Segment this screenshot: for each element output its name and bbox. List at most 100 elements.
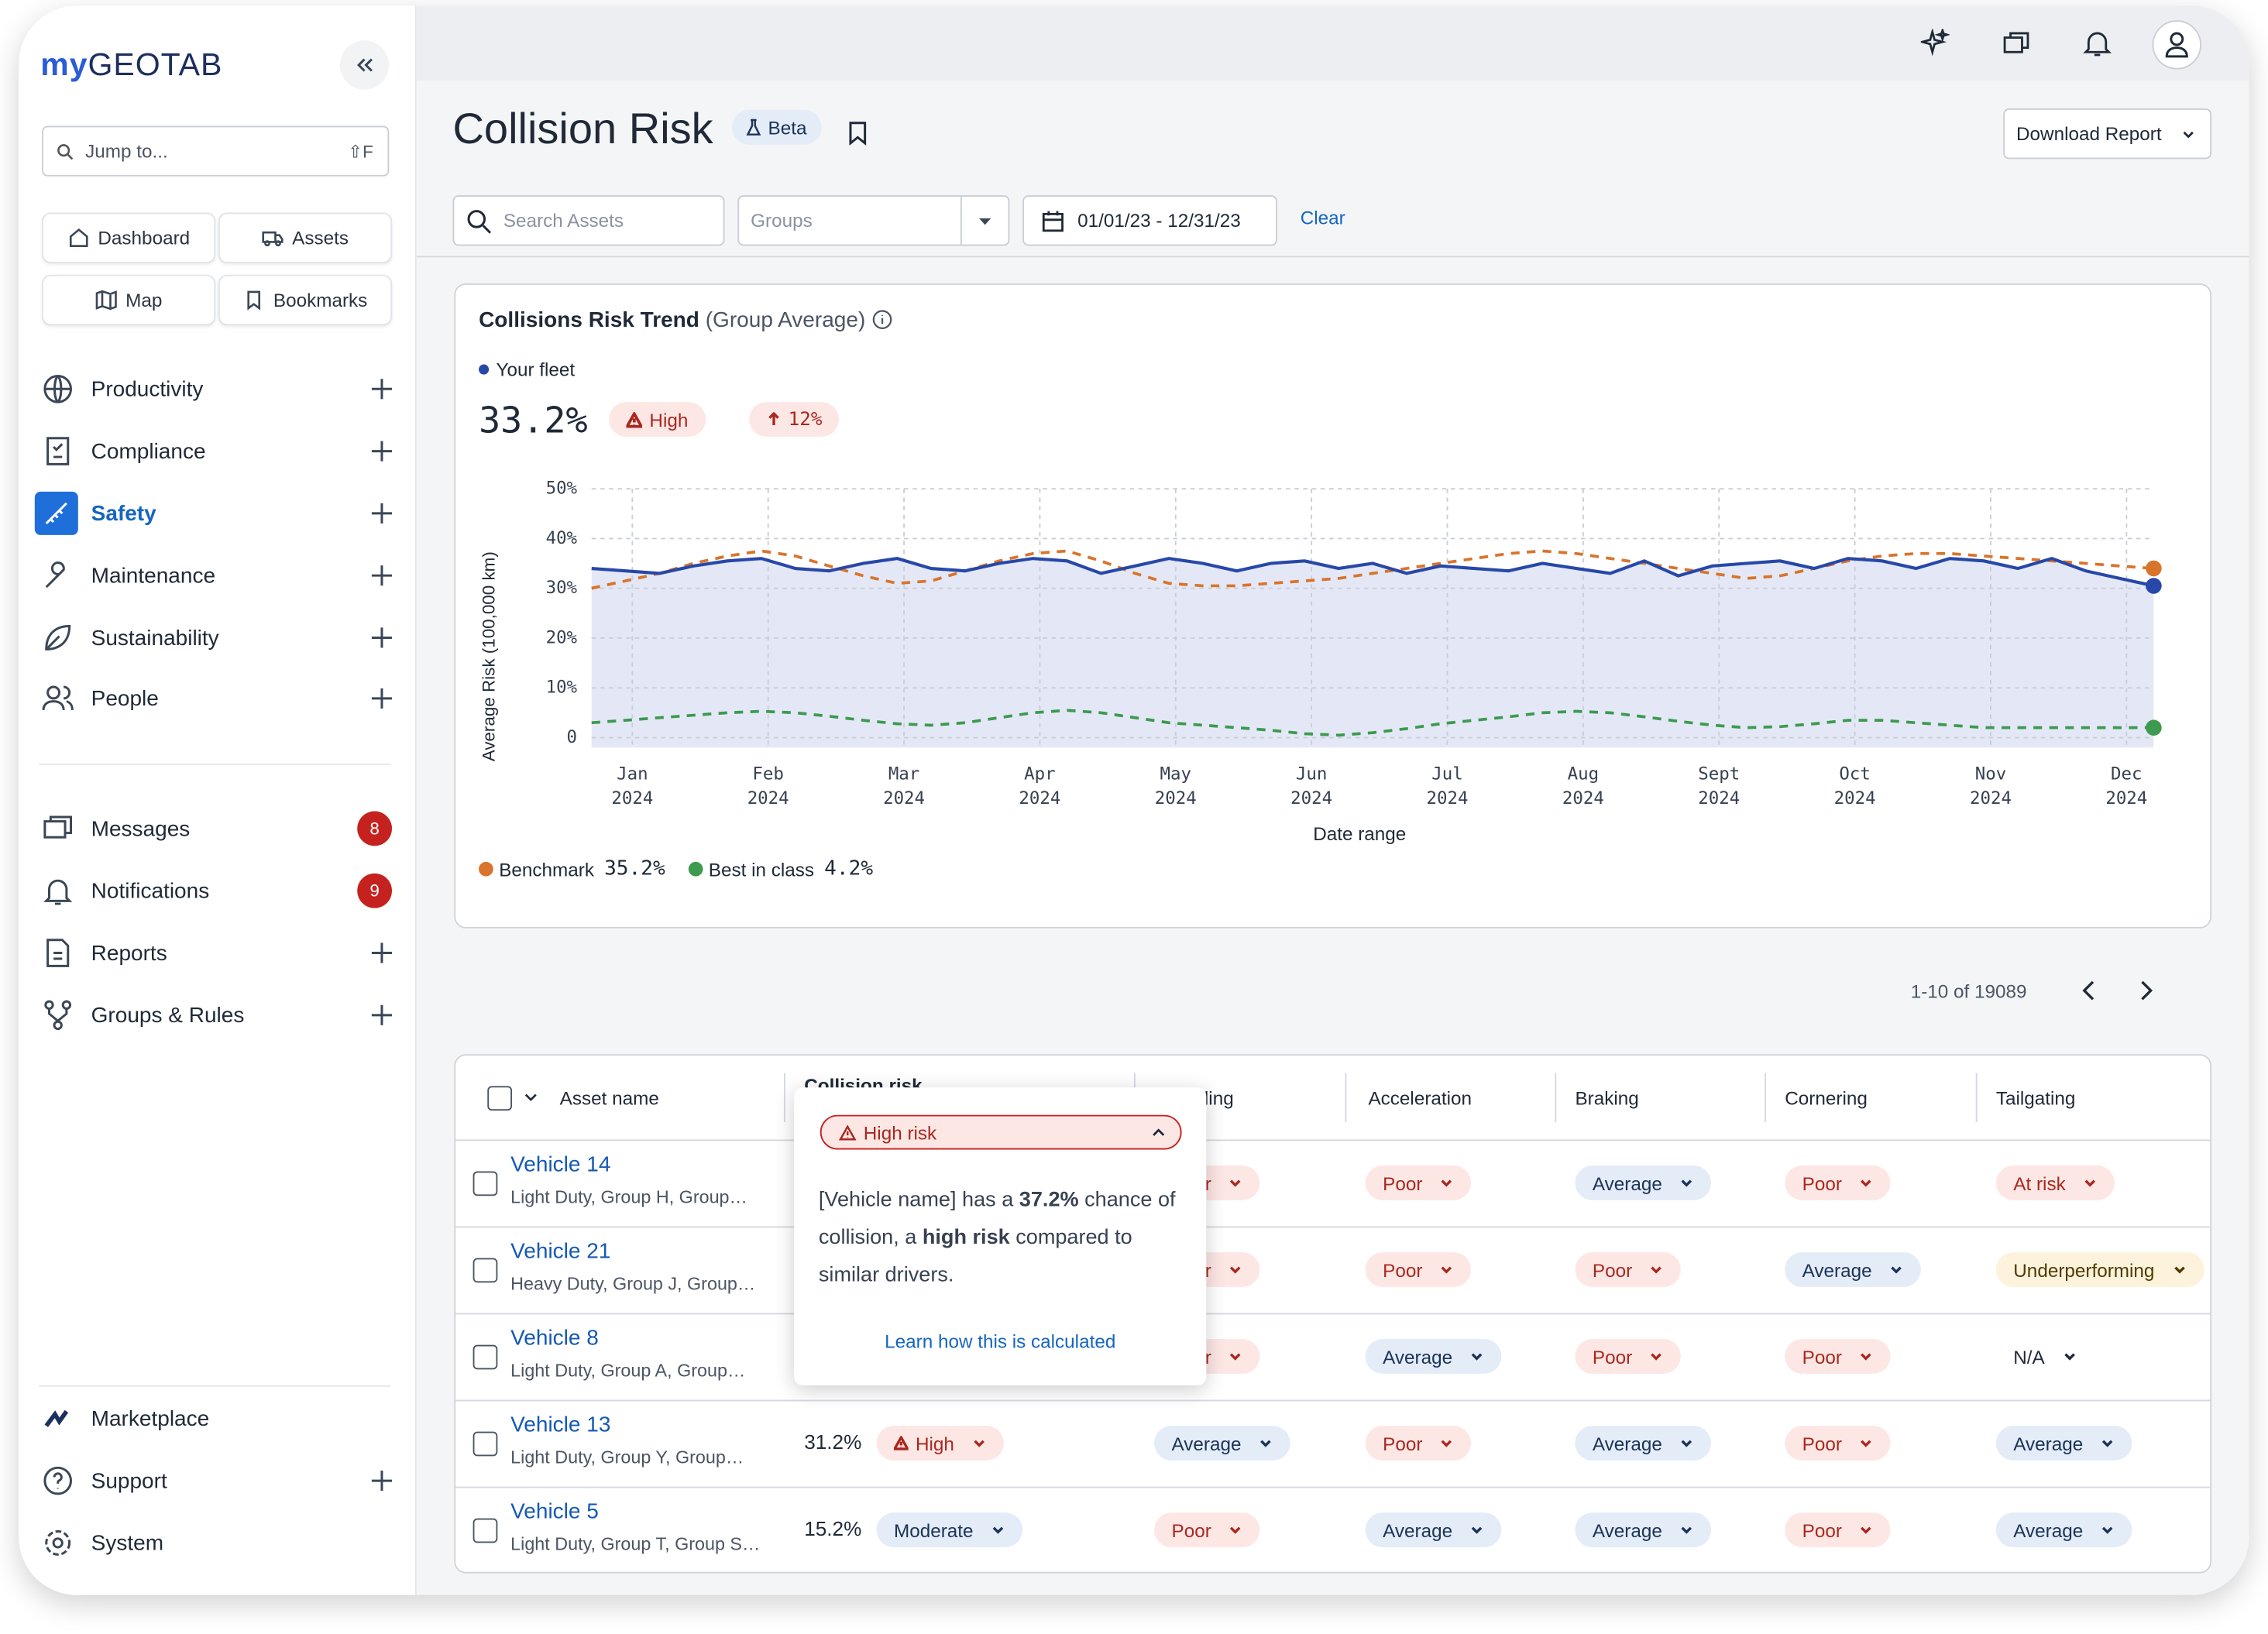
label: Messages [91, 816, 191, 841]
chevron [1230, 1353, 1242, 1361]
quick-link[interactable]: Dashboard [42, 212, 216, 263]
asset-name[interactable]: Vehicle 14 [510, 1152, 611, 1177]
chart-title: Collisions Risk Trend [479, 307, 699, 333]
row-checkbox[interactable] [472, 1431, 498, 1457]
nav-item[interactable]: Productivity [39, 363, 393, 415]
logo-main: GEOTAB [88, 46, 223, 83]
count-badge: 8 [357, 811, 393, 846]
column-header[interactable]: Braking [1575, 1086, 1639, 1109]
label: 01/01/23 - 12/31/23 [1077, 209, 1241, 232]
chevron-path [1861, 1353, 1872, 1361]
nav-item[interactable]: Reports [39, 927, 393, 979]
select-menu[interactable] [524, 1092, 538, 1104]
date-range[interactable]: 01/01/23 - 12/31/23 [1022, 195, 1277, 246]
rating-badge[interactable]: Poor [1365, 1426, 1472, 1461]
row-checkbox[interactable] [472, 1344, 498, 1370]
nav-item[interactable]: Support [39, 1455, 393, 1507]
label: Map [125, 289, 163, 311]
column-header[interactable]: Cornering [1785, 1086, 1868, 1109]
nav-item[interactable]: Sustainability [39, 612, 393, 664]
rating-badge[interactable]: Average [1575, 1426, 1712, 1461]
rating-badge[interactable]: Poor [1785, 1426, 1892, 1461]
rating-badge[interactable]: Poor [1365, 1165, 1472, 1200]
column-header[interactable]: Tailgating [1995, 1086, 2076, 1109]
rating-badge[interactable]: Underperforming [1995, 1252, 2204, 1287]
chevron [1681, 1440, 1692, 1447]
rating-badge[interactable]: Average [1575, 1512, 1712, 1548]
rating-badge[interactable]: Poor [1365, 1252, 1472, 1287]
rating-badge[interactable]: Average [1575, 1165, 1712, 1200]
nav-item[interactable]: Groups & Rules [39, 989, 393, 1041]
column-header[interactable]: Acceleration [1368, 1086, 1472, 1109]
search-assets[interactable]: Search Assets [452, 195, 725, 246]
rating-badge[interactable]: Poor [1575, 1339, 1682, 1374]
label: Reports [91, 940, 167, 966]
rating-badge[interactable]: Average [1154, 1426, 1290, 1461]
quick-link[interactable]: Assets [218, 212, 393, 263]
series-line [591, 549, 2154, 590]
nav-item[interactable]: Marketplace [39, 1392, 393, 1444]
rating-badge[interactable]: Average [1785, 1252, 1922, 1287]
messages-icon[interactable] [2002, 29, 2030, 57]
next-page[interactable] [2135, 979, 2155, 1002]
column-header[interactable]: Asset name [559, 1086, 659, 1109]
page-header: Collision Risk Beta Download Report Sear… [416, 81, 2249, 258]
chevron-path [1681, 1179, 1692, 1187]
label: At risk [2013, 1172, 2066, 1194]
risk-value: 31.2% [804, 1430, 862, 1454]
nav-item[interactable]: Maintenance [39, 550, 393, 602]
quick-link[interactable]: Bookmarks [218, 274, 393, 326]
rating-badge[interactable]: N/A [1995, 1339, 2094, 1374]
risk-pill[interactable]: High risk [820, 1114, 1182, 1150]
nav-item[interactable]: Compliance [39, 425, 393, 477]
clear-button[interactable]: Clear [1300, 207, 1345, 229]
rating-badge[interactable]: Average [1365, 1339, 1502, 1374]
rating-badge[interactable]: Average [1995, 1512, 2132, 1548]
profile-button[interactable] [2152, 20, 2202, 70]
logo[interactable]: myGEOTAB [40, 46, 222, 84]
rating-badge[interactable]: Poor [1575, 1252, 1682, 1287]
download-report[interactable]: Download Report [2003, 108, 2212, 160]
x-tick-label: Jul 2024 [1426, 763, 1469, 808]
nav-item[interactable]: People [39, 672, 393, 724]
chevron [1681, 1526, 1692, 1534]
row-checkbox[interactable] [472, 1171, 498, 1196]
label: Notifications [91, 878, 210, 904]
nav-item-active[interactable]: Safety [34, 487, 393, 539]
rating-badge[interactable]: Poor [1785, 1512, 1892, 1548]
jump-to[interactable]: Jump to... ⇧F [42, 125, 390, 177]
row-checkbox[interactable] [472, 1518, 498, 1543]
rating-badge[interactable]: Average [1365, 1512, 1502, 1548]
rating-badge[interactable]: Poor [1785, 1165, 1892, 1200]
fleet-value: 33.2% [479, 399, 588, 441]
select-all[interactable] [487, 1086, 513, 1111]
asset-name[interactable]: Vehicle 8 [510, 1326, 599, 1351]
ai-icon[interactable] [1920, 29, 1950, 57]
nav-item[interactable]: Notifications 9 [39, 865, 393, 917]
rating-badge[interactable]: High [876, 1426, 1004, 1461]
rating-badge[interactable]: Moderate [876, 1512, 1023, 1548]
groups-select[interactable]: Groups [737, 195, 1010, 246]
asset-name[interactable]: Vehicle 21 [510, 1239, 611, 1265]
row-checkbox[interactable] [472, 1258, 498, 1283]
learn-link[interactable]: Learn how this is calculated [885, 1330, 1116, 1352]
quick-link[interactable]: Map [42, 274, 216, 326]
warning-icon [893, 1436, 909, 1450]
rating-badge[interactable]: Poor [1154, 1512, 1261, 1548]
rating-badge[interactable]: Average [1995, 1426, 2132, 1461]
rating-badge[interactable]: Poor [1785, 1339, 1892, 1374]
rating-badge[interactable]: At risk [1995, 1165, 2115, 1200]
nav-item[interactable]: Messages 8 [39, 802, 393, 854]
notifications-icon[interactable] [2083, 29, 2112, 57]
nav-item[interactable]: System [39, 1517, 393, 1569]
prev-page[interactable] [2080, 979, 2100, 1002]
asset-name[interactable]: Vehicle 5 [510, 1499, 599, 1525]
asset-name[interactable]: Vehicle 13 [510, 1413, 611, 1438]
text-strong: high risk [922, 1226, 1010, 1250]
bookmark-button[interactable] [847, 120, 868, 146]
collapse-button[interactable] [339, 40, 390, 90]
legend: Benchmark 35.2% Best in class 4.2% [479, 857, 873, 881]
chevron [1651, 1266, 1662, 1274]
label: Safety [91, 501, 156, 526]
label: Poor [1802, 1519, 1842, 1541]
